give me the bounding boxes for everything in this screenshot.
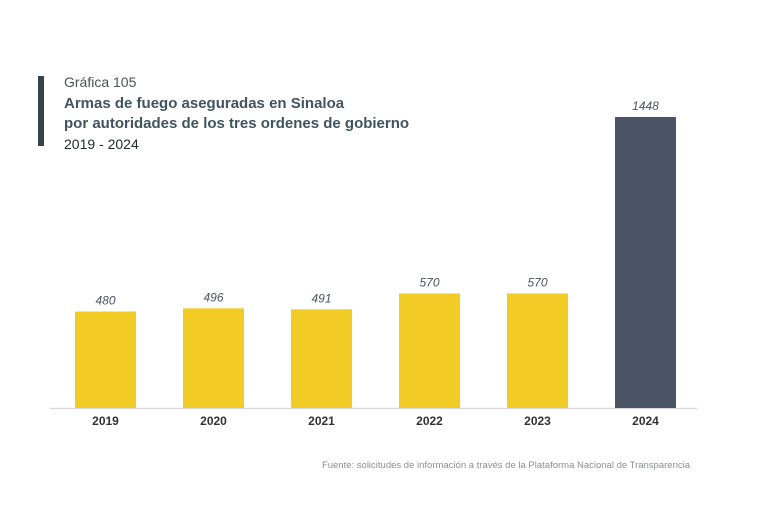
tick-label-2024: 2024	[632, 414, 659, 428]
chart-period: 2019 - 2024	[64, 136, 139, 152]
value-label-2023: 570	[527, 275, 547, 289]
chart-title-line-2: por autoridades de los tres ordenes de g…	[64, 115, 410, 132]
value-label-2022: 570	[419, 275, 439, 289]
tick-label-2019: 2019	[92, 414, 119, 428]
value-label-2021: 491	[311, 291, 331, 305]
bar-2024	[615, 117, 676, 408]
bar-2023	[507, 293, 568, 408]
value-label-2024: 1448	[632, 99, 659, 113]
value-label-2020: 496	[203, 290, 223, 304]
tick-label-2022: 2022	[416, 414, 443, 428]
tick-label-2021: 2021	[308, 414, 335, 428]
source-note: Fuente: solicitudes de información a tra…	[321, 460, 690, 471]
tick-label-2020: 2020	[200, 414, 227, 428]
tick-label-2023: 2023	[524, 414, 551, 428]
chart-number: Gráfica 105	[64, 74, 137, 90]
bar-2020	[183, 308, 244, 408]
chart-title-line-1: Armas de fuego aseguradas en Sinaloa	[64, 95, 345, 112]
title-accent-bar	[38, 76, 44, 146]
bar-2022	[399, 293, 460, 408]
value-label-2019: 480	[95, 294, 115, 308]
bar-2021	[291, 309, 352, 408]
bar-2019	[75, 311, 136, 408]
